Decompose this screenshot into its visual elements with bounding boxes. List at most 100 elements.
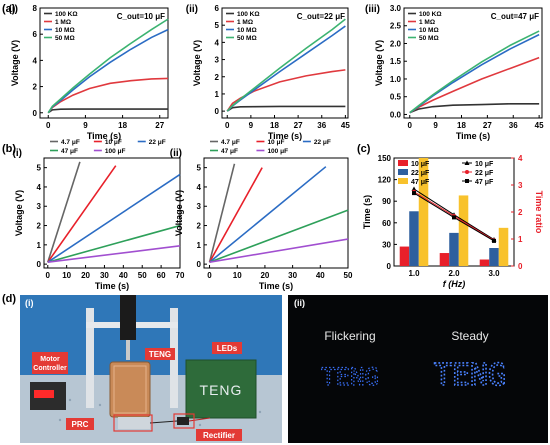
y-tick-label: 1.0 (390, 75, 402, 84)
figure-label-b: (b) (2, 143, 16, 155)
legend-swatch (398, 178, 408, 184)
plot-frame (221, 7, 349, 119)
x-tick-label: 27 (294, 121, 303, 130)
series-line-22-μF (47, 173, 181, 263)
y-tick-label: 6 (33, 30, 38, 39)
x-axis-label: Time (s) (95, 281, 129, 291)
x-axis-label: Time (s) (259, 281, 293, 291)
photo-leds-dark: (ii) Flickering Steady TENG TENG (288, 295, 548, 443)
rectifier-label-box (196, 429, 242, 441)
flickering-led-text: TENG (321, 363, 379, 391)
y-tick-label: 6 (215, 4, 220, 13)
y-tick-label: 2.0 (390, 39, 402, 48)
legend-label: 4.7 μF (221, 139, 240, 146)
prc-board (118, 417, 150, 429)
x-tick-label: 40 (316, 271, 325, 280)
led-board (185, 359, 257, 419)
y-axis-label: Voltage (V) (174, 190, 184, 236)
x-tick-label: 36 (317, 121, 326, 130)
legend-label: 22 μF (314, 139, 331, 146)
y-tick-label: 0 (197, 260, 202, 269)
y-tick-label: 8 (33, 4, 38, 13)
motor-controller-label-line1: Motor (40, 356, 60, 363)
y-tick-label: 4 (215, 38, 220, 47)
x-tick-label: 10 (233, 271, 242, 280)
x-tick-label: 36 (509, 121, 518, 130)
ratio-point (412, 191, 416, 196)
x-tick-label: 9 (249, 121, 254, 130)
steady-label: Steady (451, 329, 488, 343)
y-tick-label: 3.0 (390, 4, 402, 13)
capacitance-annotation: C_out=22 μF (297, 12, 345, 21)
legend-label: 100 μF (105, 148, 126, 155)
plot-frame (39, 7, 169, 119)
y-tick-label: 5 (37, 164, 42, 173)
legend-label: 10 μF (411, 161, 430, 168)
y2-tick-label: 0 (518, 262, 523, 271)
legend-label: 1 MΩ (55, 19, 71, 26)
x-tick-label: 18 (118, 121, 127, 130)
y-tick-label: 0 (33, 109, 38, 118)
y2-axis-label: Time ratio (534, 191, 544, 234)
x-tick-label: 60 (157, 271, 166, 280)
x-tick-label: 0 (207, 271, 212, 280)
leds-label-box (212, 342, 242, 354)
legend-marker (464, 160, 470, 165)
legend-label: 10 MΩ (55, 27, 75, 34)
series-line-22-μF (209, 166, 327, 263)
y-tick-label: 90 (382, 197, 391, 206)
legend-label: 4.7 μF (61, 139, 80, 146)
y-tick-label: 1 (197, 241, 202, 250)
legend-label: 50 MΩ (237, 35, 257, 42)
x-tick-label: 2.0 (448, 269, 460, 278)
bar-10-μF (399, 246, 410, 266)
x-tick-label: 3.0 (488, 269, 500, 278)
chart-b-i: 0 10 20 30 40 50 60 70 0 1 2 3 4 5 Time (s) Voltage (V)… (13, 139, 185, 291)
y-axis-label: Time (s) (362, 195, 372, 229)
series-line-100-μF (47, 245, 181, 264)
y2-tick-label: 1 (518, 235, 523, 244)
chart-a-iii: 0 9 18 27 36 45 0.0 0.5 1.0 1.5 2.0 2.5 3.0 Time (s) V… (365, 4, 544, 141)
series-line-10-μF (208, 167, 263, 263)
x-tick-label: 27 (483, 121, 492, 130)
legend-label: 50 MΩ (419, 35, 439, 42)
x-tick-label: 1.0 (408, 269, 420, 278)
legend-swatch (398, 160, 408, 166)
ratio-point (411, 186, 417, 192)
chart-b-ii: 0 10 20 30 40 50 0 1 2 3 4 5 Time (s) Voltage (V) (ii)… (170, 139, 353, 291)
legend-label: 1 MΩ (419, 19, 435, 26)
y-tick-label: 4 (37, 183, 42, 192)
y-tick-label: 150 (378, 154, 392, 163)
x-axis-label: Time (s) (268, 131, 302, 141)
bar-47-μF (498, 227, 509, 266)
leds-label: LEDs (217, 344, 238, 353)
y-tick-label: 5 (215, 21, 220, 30)
teng-coil (113, 365, 147, 414)
x-tick-label: 50 (344, 271, 353, 280)
prc-highlight (113, 414, 153, 432)
legend-label: 22 μF (149, 139, 166, 146)
series-line-100-KΩ (226, 105, 346, 112)
x-axis-label: Time (s) (456, 131, 490, 141)
x-axis-label: f (Hz) (443, 279, 466, 289)
legend-label: 47 μF (221, 148, 238, 155)
series-line-1-MΩ (226, 69, 346, 112)
legend-label: 10 μF (267, 139, 284, 146)
x-tick-label: 0 (225, 121, 230, 130)
y-tick-label: 0 (215, 107, 220, 116)
legend-label: 1 MΩ (237, 19, 253, 26)
x-axis-label: Time (s) (87, 131, 121, 141)
prc-label-box (66, 418, 94, 430)
y-tick-label: 3 (197, 202, 202, 211)
x-tick-label: 70 (176, 271, 185, 280)
panel-label: (iii) (365, 4, 380, 15)
series-line-100-KΩ (409, 103, 540, 114)
panel-label: (i) (9, 4, 18, 15)
y-tick-label: 30 (382, 240, 391, 249)
y-tick-label: 2 (197, 222, 202, 231)
y-axis-label: Voltage (V) (10, 40, 20, 86)
y-tick-label: 3 (37, 202, 42, 211)
legend-label: 22 μF (411, 170, 430, 177)
